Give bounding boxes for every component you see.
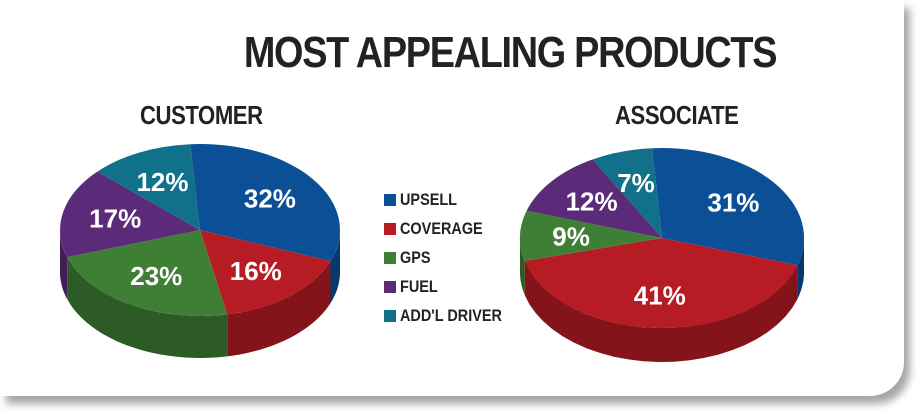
customer-pie-label-fuel: 17% <box>89 204 141 234</box>
customer-chart-title: CUSTOMER <box>140 100 263 130</box>
legend-swatch-upsell <box>384 193 396 206</box>
page-title: MOST APPEALING PRODUCTS <box>243 28 778 77</box>
customer-pie-slice-gps <box>67 230 228 317</box>
associate-pie-wall-upsell <box>797 238 804 300</box>
legend-item-gps: GPS <box>384 243 520 272</box>
associate-pie-slice-fuel <box>526 159 662 238</box>
associate-pie-label-fuel: 12% <box>566 187 618 217</box>
legend-item-addl-driver: ADD'L DRIVER <box>384 301 520 330</box>
legend-label-gps: GPS <box>400 247 431 267</box>
legend-item-fuel: FUEL <box>384 272 520 301</box>
legend-item-coverage: COVERAGE <box>384 214 520 243</box>
associate-pie-label-upsell: 31% <box>707 187 759 217</box>
legend-label-upsell: UPSELL <box>400 189 458 209</box>
customer-pie-wall-upsell <box>330 230 340 304</box>
customer-pie-label-coverage: 16% <box>230 256 282 286</box>
customer-pie-slice-add-l-driver <box>97 144 200 230</box>
customer-pie-wall-coverage <box>227 261 331 357</box>
customer-pie-slice-fuel <box>60 171 200 258</box>
legend-swatch-coverage <box>384 222 396 235</box>
associate-chart-title: ASSOCIATE <box>615 100 739 130</box>
legend-label-fuel: FUEL <box>400 276 438 296</box>
legend: UPSELL COVERAGE GPS FUEL ADD'L DRIVER <box>384 185 520 330</box>
associate-pie-slice-upsell <box>652 147 805 266</box>
customer-pie-label-gps: 23% <box>130 261 182 291</box>
legend-swatch-addl-driver <box>384 309 396 322</box>
associate-pie-label-gps: 9% <box>552 222 590 252</box>
legend-label-addl-driver: ADD'L DRIVER <box>400 305 502 325</box>
legend-label-coverage: COVERAGE <box>400 218 483 238</box>
customer-pie-label-add-l-driver: 12% <box>136 167 188 197</box>
associate-pie-wall-gps <box>520 238 525 295</box>
associate-pie-slice-coverage <box>524 238 798 329</box>
associate-pie-label-coverage: 41% <box>634 281 686 311</box>
associate-pie-label-add-l-driver: 7% <box>617 168 655 198</box>
customer-pie-wall-gps <box>67 257 228 358</box>
legend-swatch-fuel <box>384 280 396 293</box>
associate-pie-wall-coverage <box>524 261 798 362</box>
associate-pie-slice-gps <box>519 210 662 261</box>
legend-swatch-gps <box>384 251 396 264</box>
customer-pie-slice-upsell <box>190 143 340 262</box>
associate-pie-slice-add-l-driver <box>592 148 662 238</box>
legend-item-upsell: UPSELL <box>384 185 520 214</box>
customer-pie-label-upsell: 32% <box>244 183 296 213</box>
customer-pie-slice-coverage <box>200 230 331 315</box>
customer-pie-wall-fuel <box>60 230 68 300</box>
